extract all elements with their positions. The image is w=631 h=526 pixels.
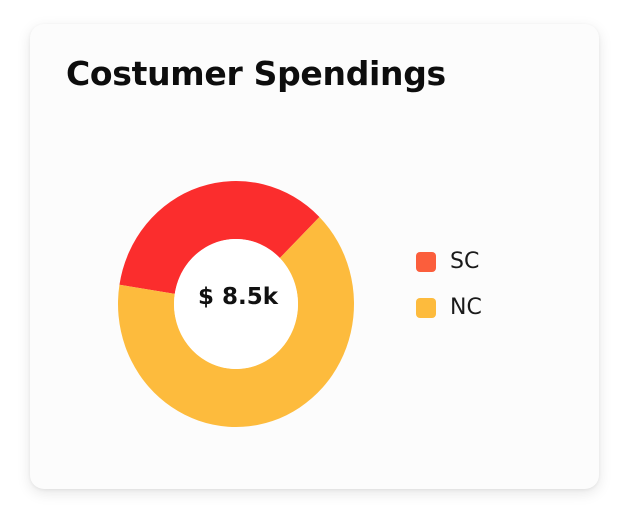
donut-center-total: $ 8.5k: [197, 284, 279, 310]
donut-hole: [174, 239, 298, 369]
legend-item-nc[interactable]: NC: [416, 285, 556, 331]
legend-label-sc: SC: [450, 249, 480, 274]
donut-slice-sc[interactable]: [119, 181, 320, 294]
legend-item-sc[interactable]: SC: [416, 239, 556, 285]
donut-chart: [117, 181, 354, 427]
donut-slice-nc[interactable]: [117, 217, 354, 427]
legend-swatch-nc: [416, 298, 436, 318]
legend-swatch-sc: [416, 252, 436, 272]
chart-legend: SC NC: [416, 239, 556, 331]
spendings-card: Costumer Spendings $ 8.5k SC NC: [30, 24, 599, 489]
card-title: Costumer Spendings: [66, 54, 446, 93]
legend-label-nc: NC: [450, 295, 482, 320]
donut-slices: [117, 181, 354, 427]
